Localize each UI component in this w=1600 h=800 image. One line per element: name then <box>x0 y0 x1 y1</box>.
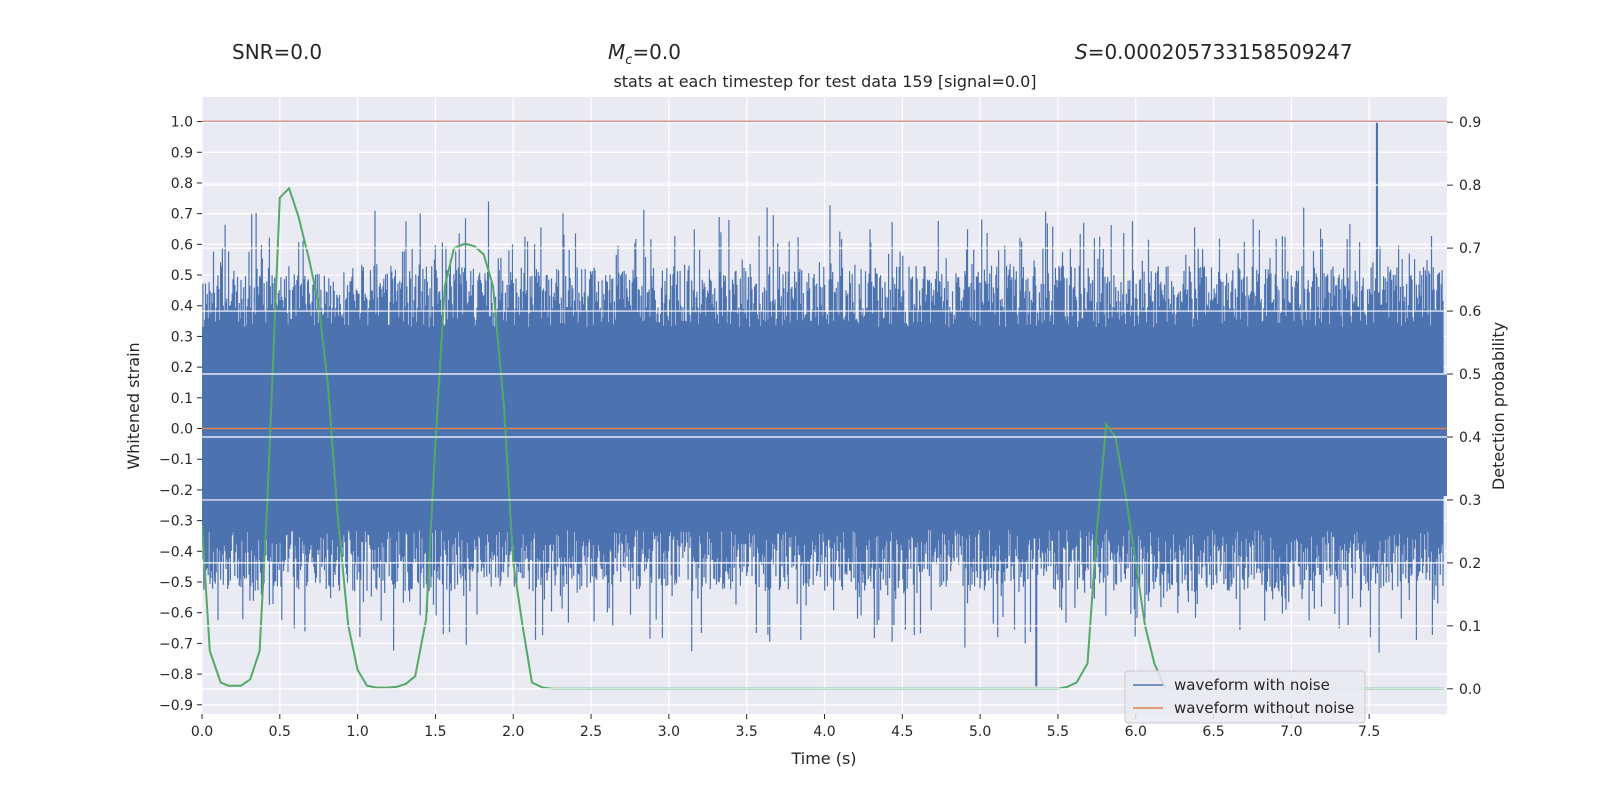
snr-label: SNR=0.0 <box>232 40 323 64</box>
x-tick-label: 0.5 <box>269 724 291 740</box>
score-value: =0.000205733158509247 <box>1087 40 1353 64</box>
x-tick-label: 3.5 <box>736 724 758 740</box>
y-tick-label: −0.5 <box>159 575 193 591</box>
x-axis-label: Time (s) <box>790 749 856 768</box>
series-waveform-with-noise <box>202 121 1447 687</box>
legend: waveform with noise waveform without noi… <box>1124 670 1366 724</box>
right-y-tick-label: 0.3 <box>1459 493 1481 509</box>
y-tick-label: 1.0 <box>171 115 193 131</box>
right-y-tick-label: 0.5 <box>1459 367 1481 383</box>
score-symbol: S <box>1075 40 1088 64</box>
x-tick-label: 6.0 <box>1125 724 1147 740</box>
chirp-mass-subscript: c <box>625 53 633 68</box>
x-tick-label: 4.0 <box>813 724 835 740</box>
y-tick-label: 0.6 <box>171 237 193 253</box>
x-tick-label: 1.5 <box>424 724 446 740</box>
chirp-mass-value: =0.0 <box>632 40 681 64</box>
y-tick-label: 0.2 <box>171 360 193 376</box>
right-y-tick-label: 0.1 <box>1459 619 1481 635</box>
right-y-tick-label: 0.7 <box>1459 241 1481 257</box>
right-y-tick-label: 0.4 <box>1459 430 1481 446</box>
y-tick-label: −0.6 <box>159 606 193 622</box>
x-tick-label: 2.0 <box>502 724 524 740</box>
x-tick-label: 6.5 <box>1202 724 1224 740</box>
right-y-tick-label: 0.2 <box>1459 556 1481 572</box>
y-tick-label: 0.4 <box>171 299 193 315</box>
chirp-mass-label: Mc=0.0 <box>608 40 681 68</box>
series-detection-probability <box>202 186 1444 690</box>
y-axis-ticks: 1.0 0.9 0.8 0.7 0.6 0.5 0.4 0.3 0.2 0.1 0.0 −0.1 −0.… <box>159 115 202 714</box>
x-tick-label: 1.0 <box>346 724 368 740</box>
legend-box <box>1124 670 1366 724</box>
y-axis-label: Whitened strain <box>124 342 143 469</box>
right-y-tick-label: 0.9 <box>1459 115 1481 131</box>
y-tick-label: −0.7 <box>159 636 193 652</box>
x-tick-label: 3.0 <box>658 724 680 740</box>
y-tick-label: 0.5 <box>171 268 193 284</box>
right-y-tick-label: 0.6 <box>1459 304 1481 320</box>
y-tick-label: 0.7 <box>171 207 193 223</box>
right-y-axis-ticks: 0.9 0.8 0.7 0.6 0.5 0.4 0.3 0.2 0.1 0.0 <box>1447 115 1481 698</box>
y-tick-label: 0.8 <box>171 176 193 192</box>
y-tick-label: −0.2 <box>159 483 193 499</box>
y-tick-label: −0.8 <box>159 667 193 683</box>
y-tick-label: −0.3 <box>159 514 193 530</box>
x-tick-label: 4.5 <box>891 724 913 740</box>
right-y-tick-label: 0.0 <box>1459 682 1481 698</box>
right-y-grid <box>202 121 1447 690</box>
x-tick-label: 5.0 <box>969 724 991 740</box>
y-tick-label: −0.4 <box>159 544 193 560</box>
x-axis-ticks: 0.0 0.5 1.0 1.5 2.0 2.5 3.0 3.5 4.0 4.5 5.0 5.5 6.0 6… <box>191 714 1380 740</box>
y-tick-label: 0.9 <box>171 145 193 161</box>
legend-label-clean: waveform without noise <box>1174 699 1354 717</box>
y-tick-label: 0.0 <box>171 422 193 438</box>
right-y-tick-label: 0.8 <box>1459 178 1481 194</box>
chart-title: stats at each timestep for test data 159… <box>613 72 1037 91</box>
x-tick-label: 2.5 <box>580 724 602 740</box>
score-label: S=0.000205733158509247 <box>1075 40 1353 64</box>
chirp-mass-symbol: M <box>608 40 626 64</box>
y-tick-label: 0.1 <box>171 391 193 407</box>
x-tick-label: 7.0 <box>1280 724 1302 740</box>
y-tick-label: −0.9 <box>159 698 193 714</box>
y-tick-label: −0.1 <box>159 452 193 468</box>
legend-label-noise: waveform with noise <box>1174 676 1330 694</box>
y-tick-label: 0.3 <box>171 329 193 345</box>
x-tick-label: 0.0 <box>191 724 213 740</box>
x-tick-label: 7.5 <box>1358 724 1380 740</box>
x-tick-label: 5.5 <box>1047 724 1069 740</box>
right-y-axis-label: Detection probability <box>1489 322 1508 490</box>
